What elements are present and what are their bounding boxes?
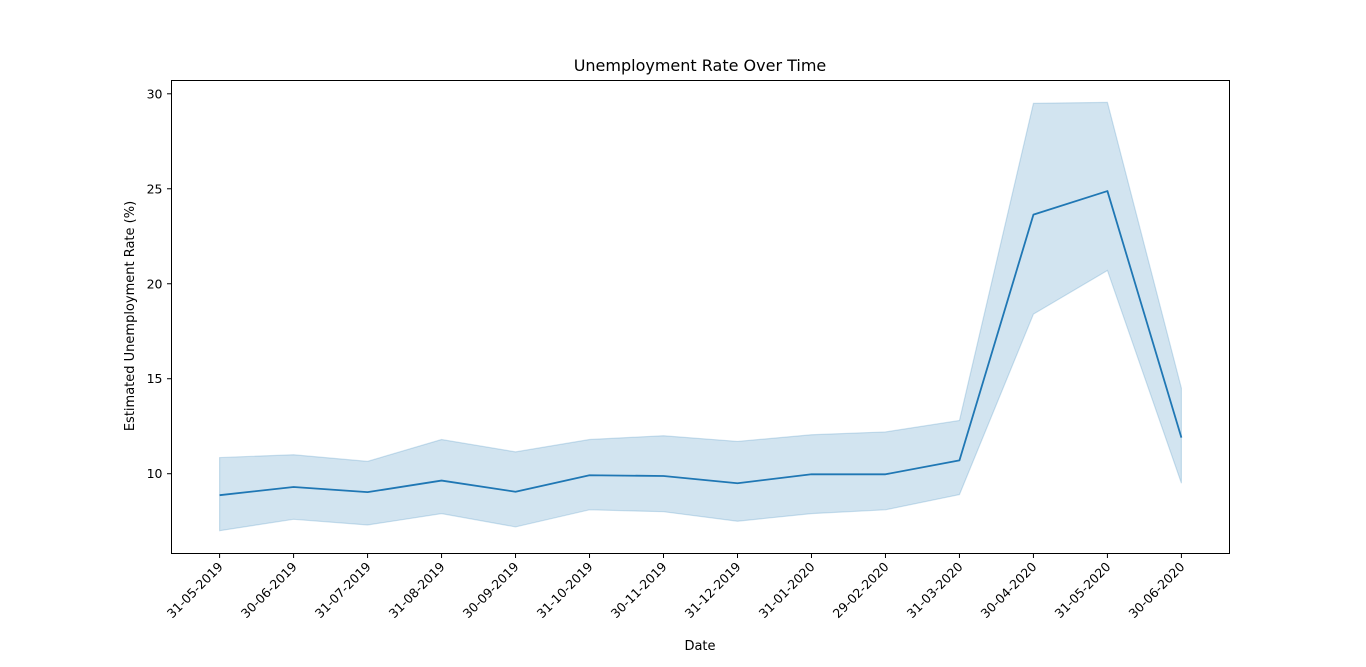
data-point bbox=[956, 457, 962, 463]
x-tick-label: 31-08-2019 bbox=[386, 559, 448, 621]
data-point bbox=[1178, 435, 1184, 441]
data-point bbox=[513, 489, 519, 495]
data-point bbox=[734, 480, 740, 486]
y-tick-label: 30 bbox=[147, 86, 163, 101]
data-point bbox=[1030, 212, 1036, 218]
x-tick-label: 30-04-2020 bbox=[978, 559, 1040, 621]
data-point bbox=[439, 478, 445, 484]
series-line bbox=[219, 190, 1183, 497]
data-point bbox=[291, 484, 297, 490]
x-tick-label: 30-06-2019 bbox=[238, 559, 300, 621]
data-point bbox=[1104, 188, 1110, 194]
data-point bbox=[661, 473, 667, 479]
x-tick-label: 31-05-2019 bbox=[164, 559, 226, 621]
x-axis-label: Date bbox=[684, 639, 715, 654]
plot-frame bbox=[171, 80, 1230, 554]
confidence-band bbox=[219, 101, 1183, 532]
data-point bbox=[587, 472, 593, 478]
x-tick-label: 31-12-2019 bbox=[682, 559, 744, 621]
x-tick-label: 31-05-2020 bbox=[1052, 559, 1114, 621]
y-tick-label: 10 bbox=[147, 466, 163, 481]
x-tick-label: 30-11-2019 bbox=[608, 559, 670, 621]
y-axis-label: Estimated Unemployment Rate (%) bbox=[123, 201, 138, 431]
data-point bbox=[217, 492, 223, 498]
data-point bbox=[808, 471, 814, 477]
x-tick-label: 29-02-2020 bbox=[830, 559, 892, 621]
y-tick-label: 25 bbox=[147, 181, 163, 196]
x-tick-label: 31-01-2020 bbox=[756, 559, 818, 621]
plot-area bbox=[217, 101, 1184, 532]
y-tick-label: 15 bbox=[147, 371, 163, 386]
x-tick-label: 30-09-2019 bbox=[460, 559, 522, 621]
x-tick-label: 30-06-2020 bbox=[1126, 559, 1188, 621]
data-point bbox=[365, 489, 371, 495]
y-tick-label: 20 bbox=[147, 276, 163, 291]
chart-title: Unemployment Rate Over Time bbox=[574, 56, 827, 75]
x-tick-label: 31-10-2019 bbox=[534, 559, 596, 621]
x-tick-label: 31-03-2020 bbox=[904, 559, 966, 621]
x-tick-label: 31-07-2019 bbox=[312, 559, 374, 621]
data-point bbox=[882, 471, 888, 477]
